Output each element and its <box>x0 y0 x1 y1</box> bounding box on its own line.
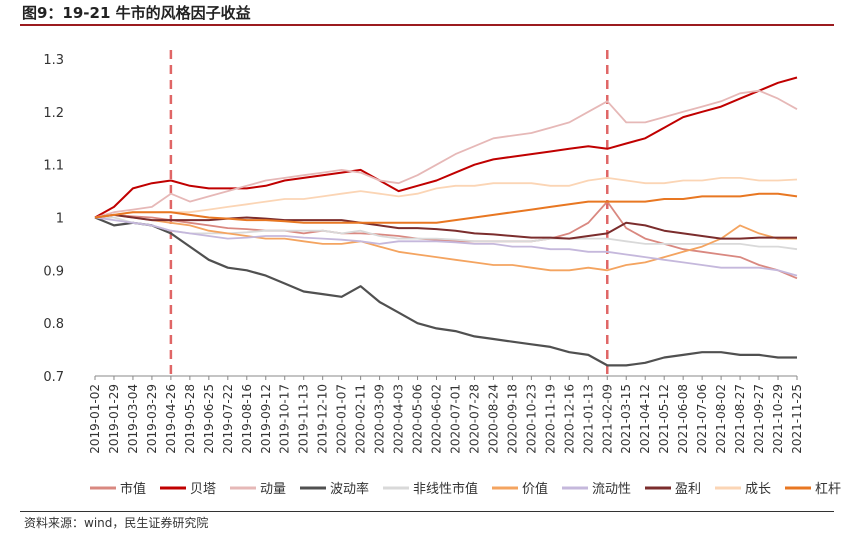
x-tick-label: 2019-05-28 <box>183 384 197 454</box>
y-tick-label: 1 <box>56 212 64 227</box>
bottom-divider <box>20 511 834 512</box>
y-tick-label: 0.9 <box>43 264 64 279</box>
x-axis: 2019-01-02 2019-01-29 2019-03-04 2019-03-29… <box>88 375 804 454</box>
series-line <box>94 176 798 219</box>
figure-title: 图9：19-21 牛市的风格因子收益 <box>22 4 251 22</box>
x-tick-label: 2021-08-02 <box>714 384 728 454</box>
series-lines <box>94 76 798 367</box>
y-axis: 0.7 0.8 0.9 1 1.1 1.2 1.3 <box>43 53 64 385</box>
x-tick-label: 2020-12-16 <box>562 384 576 454</box>
x-tick-label: 2020-06-02 <box>430 384 444 454</box>
legend-label: 波动率 <box>330 481 369 497</box>
series-line <box>94 200 798 280</box>
source-note: 资料来源：wind，民生证券研究院 <box>24 516 209 530</box>
series-line <box>94 76 798 219</box>
x-tick-label: 2021-06-08 <box>676 384 690 454</box>
y-tick-label: 1.3 <box>43 53 64 68</box>
x-tick-label: 2020-05-06 <box>411 384 425 454</box>
legend-label: 流动性 <box>592 482 631 497</box>
legend-label: 贝塔 <box>190 482 216 497</box>
x-tick-label: 2019-07-22 <box>221 384 235 454</box>
x-tick-label: 2019-12-10 <box>316 384 330 454</box>
x-tick-label: 2021-03-15 <box>619 384 633 454</box>
x-tick-label: 2021-07-06 <box>695 384 709 454</box>
x-tick-label: 2020-09-18 <box>505 384 519 454</box>
series-line <box>94 213 797 240</box>
x-tick-label: 2019-10-17 <box>278 384 292 454</box>
x-tick-label: 2019-09-12 <box>259 384 273 454</box>
x-tick-label: 2021-02-09 <box>600 384 614 454</box>
series-line <box>94 216 797 367</box>
legend-label: 盈利 <box>675 482 701 497</box>
x-tick-label: 2021-05-12 <box>657 384 671 454</box>
x-tick-label: 2020-02-11 <box>354 384 368 454</box>
x-tick-label: 2020-10-23 <box>524 384 538 454</box>
legend-label: 价值 <box>522 481 548 497</box>
x-tick-label: 2020-03-09 <box>373 384 387 454</box>
series-line <box>94 213 797 272</box>
reference-lines <box>169 50 609 376</box>
x-tick-label: 2019-03-29 <box>145 384 159 454</box>
y-tick-label: 1.1 <box>43 159 64 174</box>
series-line <box>94 216 798 277</box>
x-tick-label: 2019-01-02 <box>88 384 102 454</box>
legend-label: 成长 <box>745 482 771 497</box>
x-tick-label: 2019-11-13 <box>297 384 311 454</box>
x-tick-label: 2020-11-19 <box>543 384 557 454</box>
legend-label: 动量 <box>260 482 286 497</box>
legend-label: 杠杆 <box>815 481 841 497</box>
x-tick-label: 2019-08-16 <box>240 384 254 454</box>
y-tick-label: 0.8 <box>43 317 64 332</box>
x-tick-label: 2021-01-13 <box>581 384 595 454</box>
x-tick-label: 2021-10-29 <box>771 384 785 454</box>
legend-label: 非线性市值 <box>413 481 478 497</box>
legend-label: 市值 <box>120 481 146 497</box>
x-tick-label: 2020-08-24 <box>486 384 500 454</box>
x-tick-label: 2019-01-29 <box>107 384 121 454</box>
x-tick-label: 2021-11-25 <box>790 384 804 454</box>
x-tick-label: 2020-04-03 <box>392 384 406 454</box>
series-line <box>95 216 798 251</box>
y-tick-label: 1.2 <box>43 106 64 121</box>
x-tick-label: 2020-01-07 <box>335 384 349 454</box>
x-tick-label: 2021-09-27 <box>752 384 766 454</box>
x-tick-label: 2019-04-26 <box>164 384 178 454</box>
x-tick-label: 2021-04-12 <box>638 384 652 454</box>
series-line <box>94 192 798 224</box>
x-tick-label: 2020-07-01 <box>448 384 462 454</box>
x-tick-label: 2019-06-25 <box>202 384 216 454</box>
y-tick-label: 0.7 <box>43 370 64 385</box>
series-line <box>94 89 798 219</box>
x-tick-label: 2020-07-28 <box>467 384 481 454</box>
legend: 市值 贝塔 动量 波动率 非线性市值 价值 流动性 盈利 成长 杠杆 <box>90 481 841 497</box>
title-underline <box>20 24 834 26</box>
x-tick-label: 2019-03-04 <box>126 384 140 454</box>
x-tick-label: 2021-08-27 <box>733 384 747 454</box>
